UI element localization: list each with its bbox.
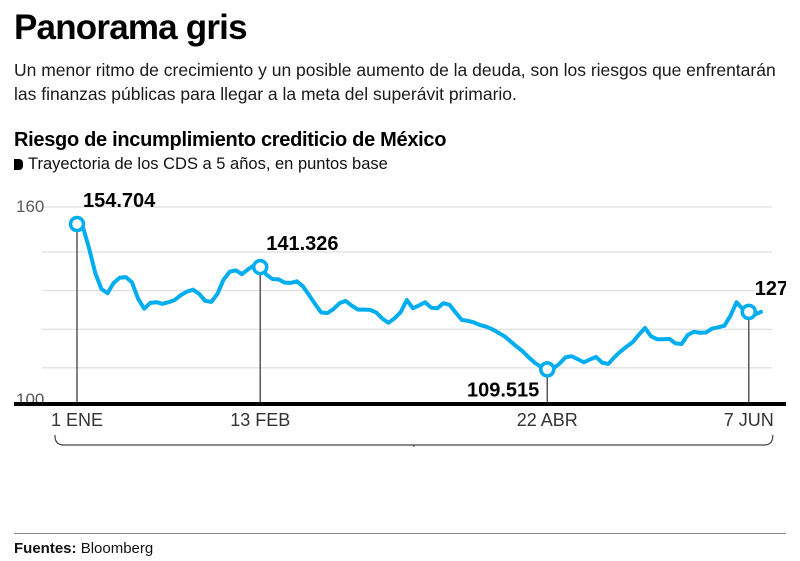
data-point-marker[interactable]	[539, 361, 556, 379]
line-chart: 100 160 154.704 141.326 109.515 127.400 1 ENE 1…	[14, 185, 786, 448]
x-tick-label: 1 ENE	[51, 410, 103, 430]
sources-note: Fuentes: Bloomberg	[14, 540, 153, 557]
y-tick-label: 100	[16, 390, 44, 409]
chart-title: Riesgo de incumplimiento crediticio de M…	[14, 129, 447, 152]
series-line	[75, 222, 763, 372]
square-bullet-icon	[14, 158, 23, 170]
x-axis	[14, 402, 786, 407]
chart-subtitle-row: Trayectoria de los CDS a 5 años, en punt…	[14, 152, 786, 173]
sources-label: Fuentes:	[14, 540, 77, 557]
chart-canvas: 100 160 154.704 141.326 109.515 127.400 1 ENE 1…	[14, 190, 786, 448]
footer-divider	[14, 533, 786, 534]
page-deck: Un menor ritmo de crecimiento y un posib…	[14, 60, 776, 105]
data-point-value-label: 109.515	[467, 380, 539, 402]
x-tick-label: 13 FEB	[230, 410, 290, 430]
year-bracket	[54, 435, 774, 447]
data-point-value-label: 127.400	[755, 278, 786, 300]
data-point-value-label: 154.704	[83, 190, 156, 212]
data-point-marker[interactable]	[740, 304, 758, 321]
data-point-marker[interactable]	[251, 259, 269, 276]
x-tick-label: 22 ABR	[517, 410, 578, 430]
page-title: Panorama gris	[14, 8, 248, 47]
data-point-value-label: 141.326	[266, 233, 338, 255]
sources-value: Bloomberg	[80, 540, 154, 557]
x-tick-label: 7 JUN	[724, 410, 774, 430]
data-point-marker[interactable]	[68, 216, 86, 233]
chart-subtitle: Trayectoria de los CDS a 5 años, en punt…	[28, 155, 388, 174]
y-tick-label: 160	[16, 197, 44, 216]
